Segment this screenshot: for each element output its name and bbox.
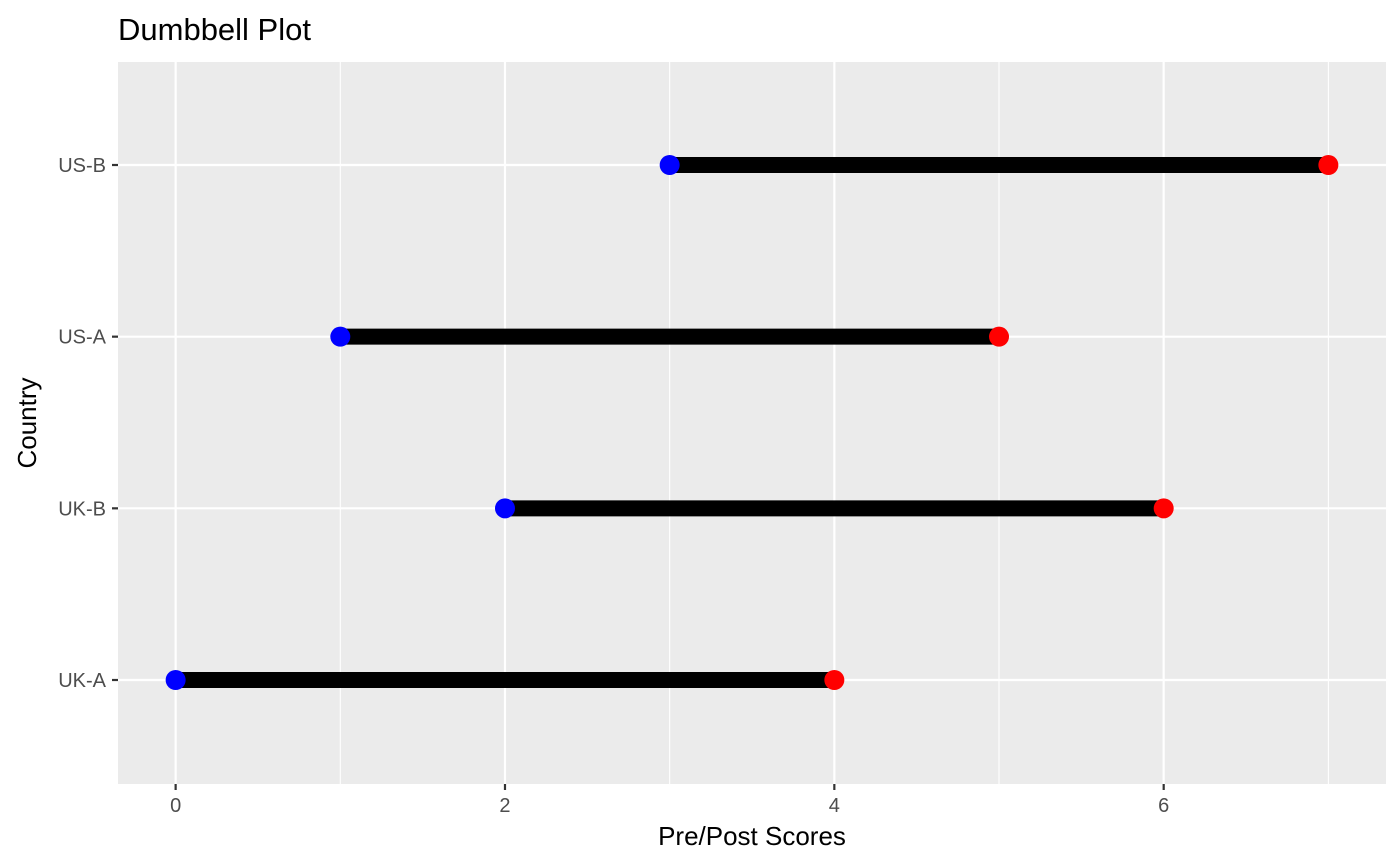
chart-title: Dumbbell Plot (118, 12, 311, 47)
y-axis: UK-A UK-B US-A US-B (58, 155, 118, 692)
x-tick-label: 0 (170, 795, 181, 817)
plot-panel (118, 62, 1386, 784)
post-score-point (989, 326, 1010, 347)
y-tick-label: US-A (58, 327, 106, 349)
post-score-point (824, 670, 845, 690)
pre-score-point (659, 155, 680, 175)
dumbbell-points (165, 155, 1339, 690)
x-tick-label: 6 (1158, 795, 1169, 817)
x-tick-label: 4 (829, 795, 840, 817)
post-score-point (1153, 498, 1174, 519)
pre-score-point (494, 498, 515, 519)
y-tick-label: UK-B (58, 498, 106, 520)
pre-score-point (330, 326, 351, 347)
x-tick-label: 2 (499, 795, 510, 817)
y-axis-title: Country (12, 377, 42, 468)
minor-gridlines (339, 62, 1329, 784)
x-axis-title: Pre/Post Scores (658, 821, 846, 851)
post-score-point (1318, 155, 1339, 175)
x-axis: 0 2 4 6 (170, 784, 1169, 817)
dumbbell-segments (175, 157, 1329, 688)
y-tick-label: US-B (58, 155, 106, 177)
pre-score-point (165, 670, 186, 690)
y-tick-label: UK-A (58, 670, 106, 692)
